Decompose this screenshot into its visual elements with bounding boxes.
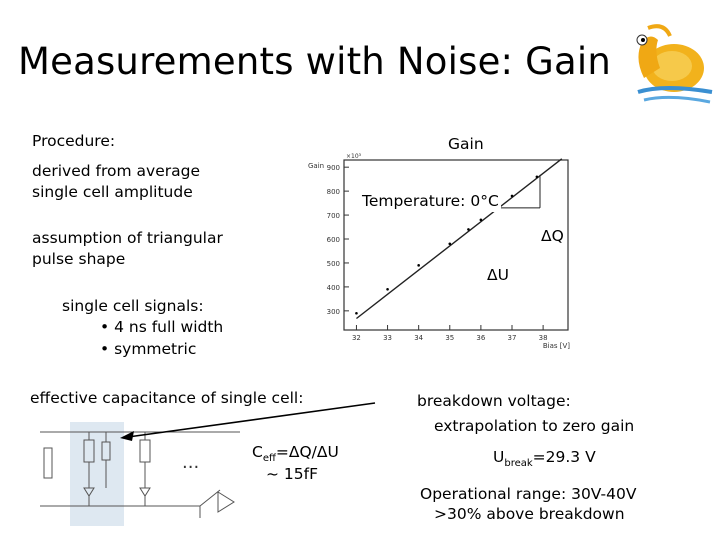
arrow-icon — [120, 402, 376, 441]
data-point — [510, 194, 514, 198]
x-tick-label: 37 — [508, 334, 517, 342]
signals-item-1: • 4 ns full width — [100, 318, 224, 336]
slide-title: Measurements with Noise: Gain — [18, 40, 612, 83]
procedure-label: Procedure: — [32, 132, 116, 150]
snail-logo-icon — [636, 24, 713, 104]
y-multiplier-label: ×10³ — [346, 153, 362, 160]
delta-q-label: ΔQ — [541, 227, 564, 245]
gain-vs-bias-chart: 300 400 500 600 700 800 900 32 33 34 35 36 37 38 Gain ×… — [308, 153, 570, 350]
y-tick-label: 500 — [327, 260, 340, 268]
operational-line-1: Operational range: 30V-40V — [420, 485, 637, 503]
data-point — [448, 242, 452, 246]
delta-u-label: ΔU — [487, 266, 509, 284]
assumption-line-1: assumption of triangular — [32, 229, 223, 247]
x-tick-label: 33 — [383, 334, 392, 342]
fit-line — [356, 158, 563, 320]
signals-item-2: • symmetric — [100, 340, 197, 358]
data-point — [417, 264, 420, 267]
y-tick-label: 700 — [327, 212, 340, 220]
data-point — [479, 218, 483, 222]
breakdown-label: breakdown voltage: — [417, 392, 571, 410]
y-tick-label: 800 — [327, 188, 340, 196]
capacitance-label: effective capacitance of single cell: — [30, 389, 304, 407]
operational-line-2: >30% above breakdown — [434, 505, 625, 523]
temperature-label: Temperature: 0°C — [360, 190, 501, 212]
x-tick-label: 38 — [539, 334, 548, 342]
ceff-formula: Ceff=ΔQ/ΔU — [252, 443, 339, 465]
x-tick-label: 32 — [352, 334, 361, 342]
y-tick-label: 600 — [327, 236, 340, 244]
data-point — [467, 228, 470, 231]
x-tick-label: 35 — [445, 334, 454, 342]
gain-label: Gain — [448, 135, 484, 153]
y-axis-label: Gain — [308, 162, 324, 170]
y-tick-label: 300 — [327, 308, 340, 316]
data-point — [355, 311, 358, 315]
ceff-value: ~ 15fF — [266, 465, 319, 483]
data-point — [386, 287, 389, 291]
data-point — [535, 175, 539, 179]
breakdown-detail: extrapolation to zero gain — [434, 417, 635, 435]
x-tick-label: 34 — [414, 334, 423, 342]
x-axis-label: Bias [V] — [543, 342, 570, 350]
assumption-line-2: pulse shape — [32, 250, 126, 268]
y-tick-label: 400 — [327, 284, 340, 292]
ubreak-formula: Ubreak=29.3 V — [493, 448, 596, 470]
circuit-diagram-icon: ... — [40, 422, 240, 526]
derived-line-2: single cell amplitude — [32, 183, 193, 201]
x-tick-label: 36 — [476, 334, 485, 342]
y-tick-label: 900 — [327, 164, 340, 172]
signals-heading: single cell signals: — [62, 297, 204, 315]
svg-text:...: ... — [182, 452, 199, 473]
plot-frame — [343, 159, 569, 331]
derived-line-1: derived from average — [32, 162, 200, 180]
